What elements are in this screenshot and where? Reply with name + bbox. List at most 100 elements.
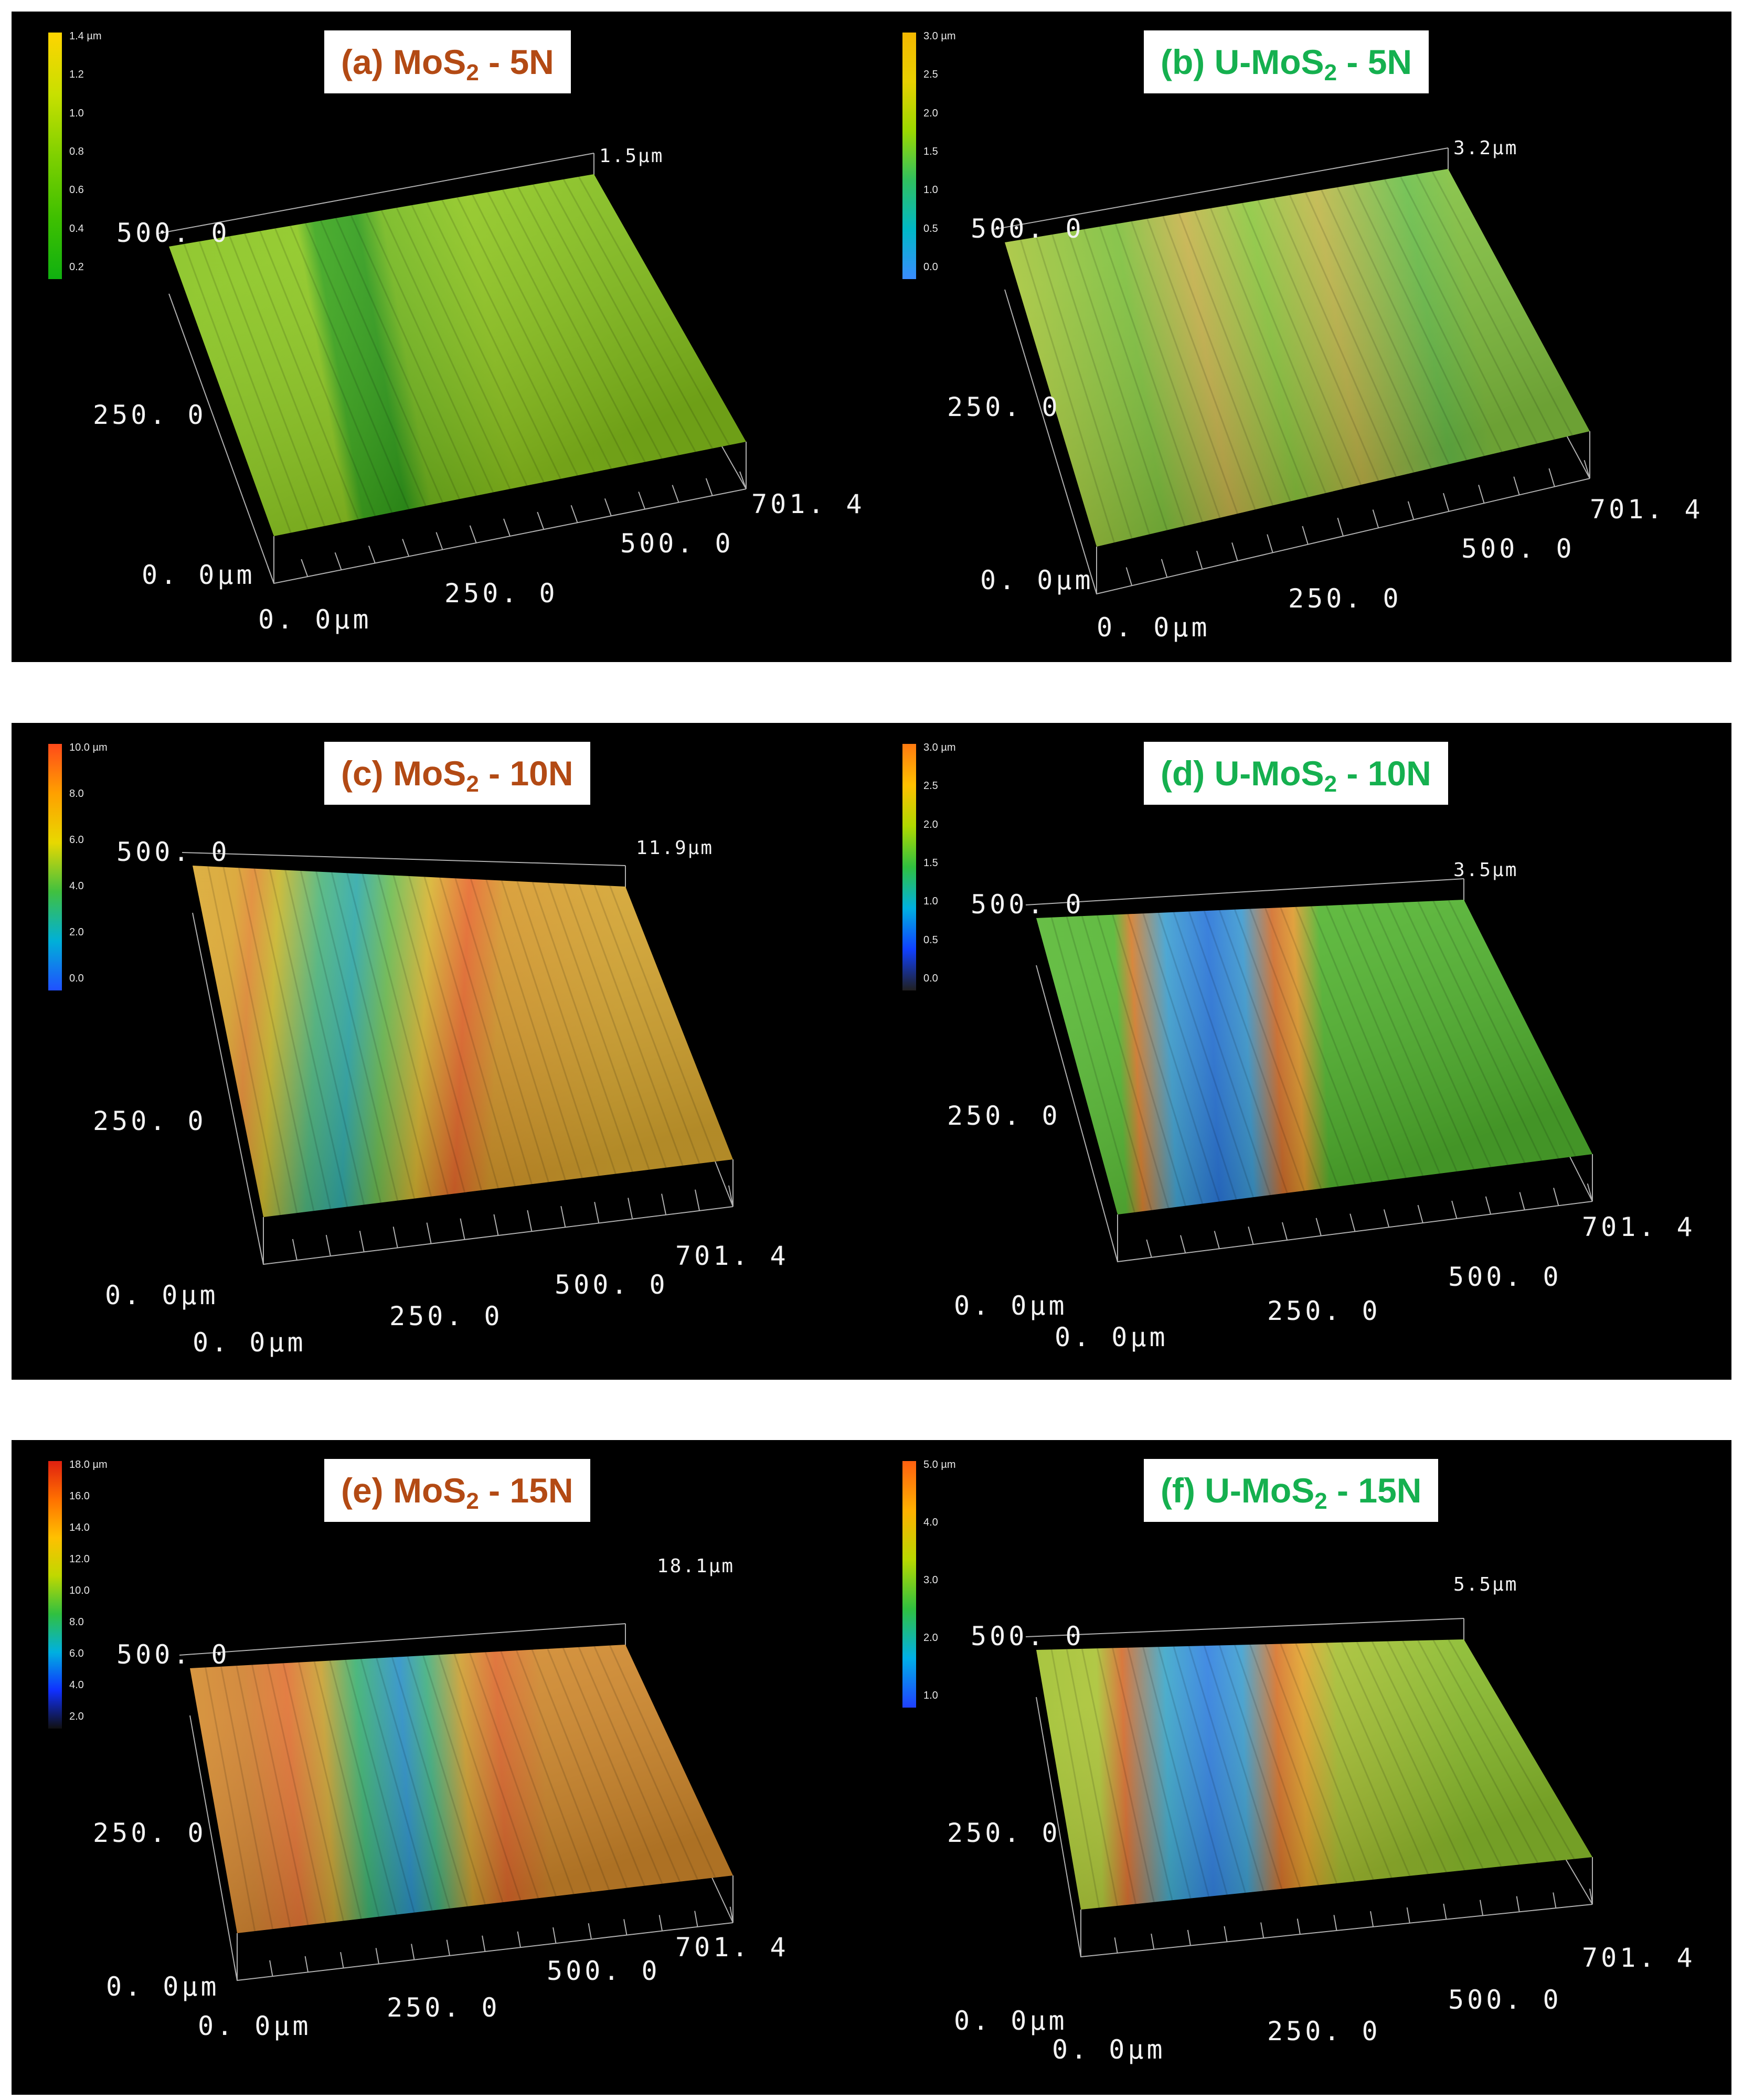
scale-tick: 3.0: [923, 1574, 938, 1586]
y-axis-label-250: 250. 0: [947, 1101, 1061, 1131]
panel-f-u-mos2-15n: (f) U-MoS2 - 15N 5.0 µm 4.0 3.0 2.0 1.0 5.5µm 5…: [866, 1440, 1731, 2095]
surface-plot-c: [182, 852, 734, 1265]
z-max-label: 1.5µm: [599, 145, 664, 167]
y-axis-label-500: 500. 0: [971, 889, 1085, 920]
x-axis-label-500: 500. 0: [555, 1270, 668, 1300]
scale-tick: 1.5: [923, 857, 938, 869]
scale-tick: 18.0 µm: [69, 1459, 108, 1470]
title-main: (e) MoS: [341, 1471, 466, 1510]
x-axis-label-250: 250. 0: [1288, 583, 1402, 614]
colour-scale-bar-b: [902, 33, 916, 279]
panel-b-u-mos2-5n: (b) U-MoS2 - 5N 3.0 µm 2.5 2.0 1.5 1.0 0.5 0.0 3…: [866, 12, 1731, 662]
scale-tick: 3.0 µm: [923, 742, 956, 753]
x-axis-label-end: 701. 4: [1582, 1943, 1696, 1973]
x-axis-label-end: 701. 4: [1590, 494, 1704, 525]
panel-a-mos2-5n: (a) MoS2 - 5N 1.4 µm 1.2 1.0 0.8 0.6 0.4 0.2 1.5…: [12, 12, 866, 662]
scale-tick: 4.0: [923, 1517, 938, 1528]
x-axis-label-end: 701. 4: [675, 1932, 789, 1963]
colour-scale-bar-c: [48, 744, 62, 990]
scale-tick: 1.0: [923, 896, 938, 908]
y-axis-label-250: 250. 0: [93, 1818, 207, 1848]
panel-title-f: (f) U-MoS2 - 15N: [1144, 1459, 1439, 1522]
surface-plot-a: [158, 153, 747, 584]
scale-tick: 6.0: [69, 1648, 84, 1659]
scale-tick: 3.0 µm: [923, 30, 956, 42]
scale-tick: 4.0: [69, 1679, 84, 1691]
title-main: (f) U-MoS: [1161, 1471, 1315, 1510]
title-subscript: 2: [1314, 1488, 1327, 1514]
x-axis-label-500: 500. 0: [1461, 534, 1575, 564]
title-main: (a) MoS: [341, 42, 466, 81]
scale-tick: 12.0: [69, 1553, 90, 1565]
x-axis-label-250: 250. 0: [1267, 1296, 1381, 1326]
scale-tick: 2.0: [923, 107, 938, 119]
x-axis-label-end: 701. 4: [675, 1241, 789, 1271]
panel-title-b: (b) U-MoS2 - 5N: [1144, 30, 1429, 93]
y-axis-label-500: 500. 0: [971, 214, 1085, 244]
scale-tick: 1.0: [923, 1690, 938, 1701]
z-max-label: 3.2µm: [1453, 137, 1518, 159]
panel-e-mos2-15n: (e) MoS2 - 15N 18.0 µm 16.0 14.0 12.0 10.0 8.0…: [12, 1440, 866, 2095]
panel-title-c: (c) MoS2 - 10N: [324, 742, 590, 805]
scale-tick: 5.0 µm: [923, 1459, 956, 1470]
title-suffix: - 15N: [479, 1471, 573, 1510]
surface-plot-f: [1025, 1618, 1593, 1958]
scale-tick: 1.0: [923, 184, 938, 196]
x-axis-label-500: 500. 0: [1448, 1262, 1562, 1292]
scale-tick: 0.5: [923, 934, 938, 946]
origin-label-y: 0. 0µm: [980, 565, 1094, 595]
scale-tick: 2.5: [923, 69, 938, 81]
scale-tick: 4.0: [69, 880, 84, 892]
scale-tick: 0.5: [923, 222, 938, 234]
origin-label-x: 0. 0µm: [1097, 612, 1210, 643]
x-axis-label-500: 500. 0: [1448, 1985, 1562, 2015]
colour-scale-bar-e: [48, 1461, 62, 1729]
scale-tick: 0.8: [69, 146, 84, 157]
scale-tick: 2.0: [923, 1632, 938, 1644]
scale-tick: 10.0 µm: [69, 742, 108, 753]
scale-tick: 0.4: [69, 222, 84, 234]
y-axis-label-500: 500. 0: [116, 218, 230, 248]
origin-label-x: 0. 0µm: [193, 1327, 306, 1358]
x-axis-label-250: 250. 0: [389, 1301, 503, 1331]
title-subscript: 2: [466, 60, 479, 86]
scale-tick: 2.0: [69, 926, 84, 938]
origin-label-y: 0. 0µm: [106, 1971, 220, 2002]
panel-c-mos2-10n: (c) MoS2 - 10N 10.0 µm 8.0 6.0 4.0 2.0 0.0 11.9…: [12, 723, 866, 1380]
y-axis-label-500: 500. 0: [116, 837, 230, 867]
scale-tick: 10.0: [69, 1585, 90, 1596]
colour-scale-bar-a: [48, 33, 62, 279]
origin-label-y: 0. 0µm: [142, 560, 256, 590]
scale-tick: 2.0: [923, 818, 938, 830]
x-axis-label-250: 250. 0: [444, 578, 558, 609]
surface-plot-d: [1025, 878, 1593, 1263]
z-max-label: 11.9µm: [636, 837, 714, 859]
scale-tick: 8.0: [69, 1616, 84, 1628]
origin-label-y: 0. 0µm: [105, 1280, 219, 1310]
panel-title-a: (a) MoS2 - 5N: [324, 30, 571, 93]
panel-title-d: (d) U-MoS2 - 10N: [1144, 742, 1448, 805]
scale-tick: 1.4 µm: [69, 30, 102, 42]
z-max-label: 5.5µm: [1453, 1574, 1518, 1595]
y-axis-label-250: 250. 0: [947, 1818, 1061, 1848]
title-subscript: 2: [466, 771, 479, 797]
colour-scale-bar-f: [902, 1461, 916, 1708]
y-axis-label-250: 250. 0: [93, 1106, 207, 1136]
origin-label-y: 0. 0µm: [954, 1291, 1068, 1321]
scale-tick: 16.0: [69, 1490, 90, 1502]
z-max-label: 3.5µm: [1453, 859, 1518, 881]
surface-plot-b: [994, 147, 1590, 595]
title-subscript: 2: [1324, 60, 1337, 86]
y-axis-label-500: 500. 0: [971, 1621, 1085, 1651]
origin-label-x: 0. 0µm: [258, 604, 372, 635]
scale-tick: 6.0: [69, 834, 84, 846]
title-suffix: - 10N: [1337, 754, 1431, 793]
title-subscript: 2: [466, 1488, 479, 1514]
x-axis-label-500: 500. 0: [547, 1956, 661, 1986]
panel-d-u-mos2-10n: (d) U-MoS2 - 10N 3.0 µm 2.5 2.0 1.5 1.0 0.5 0.0…: [866, 723, 1731, 1380]
x-axis-label-end: 701. 4: [1582, 1212, 1696, 1242]
scale-tick: 0.0: [923, 261, 938, 273]
z-max-label: 18.1µm: [657, 1555, 735, 1577]
scale-tick: 2.0: [69, 1711, 84, 1722]
scale-tick: 2.5: [923, 780, 938, 792]
